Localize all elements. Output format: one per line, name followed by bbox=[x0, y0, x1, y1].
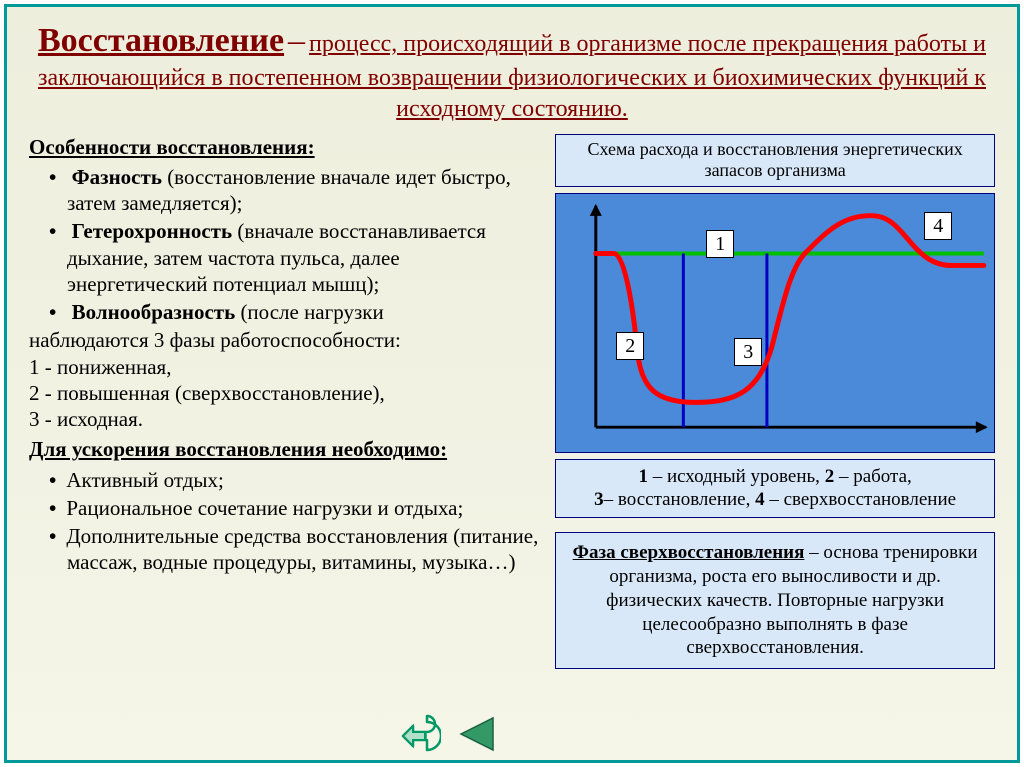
nav-buttons bbox=[397, 714, 499, 754]
energy-curve bbox=[596, 215, 984, 402]
accel-1: Активный отдых; bbox=[29, 467, 545, 493]
phase-2: 2 - повышенная (сверхвосстановление), bbox=[29, 380, 545, 406]
phase-1: 1 - пониженная, bbox=[29, 354, 545, 380]
right-column: Схема расхода и восстановления энергетич… bbox=[555, 134, 995, 670]
accel-3: Дополнительные средства восстановления (… bbox=[29, 523, 545, 576]
chart-label-3: 3 bbox=[734, 338, 762, 366]
left-column: Особенности восстановления: Фазность (во… bbox=[29, 134, 545, 670]
feature-3: Волнообразность (после нагрузки bbox=[29, 299, 545, 325]
slide-header: Восстановление – процесс, происходящий в… bbox=[29, 19, 995, 126]
chart-label-4: 4 bbox=[924, 212, 952, 240]
return-icon[interactable] bbox=[397, 714, 441, 754]
supercompensation-note: Фаза сверхвосстановления – основа тренир… bbox=[555, 532, 995, 669]
chart-title: Схема расхода и восстановления энергетич… bbox=[555, 134, 995, 187]
title-dash: – bbox=[288, 22, 305, 59]
chart-label-2: 2 bbox=[616, 332, 644, 360]
phase-3: 3 - исходная. bbox=[29, 406, 545, 432]
chart-label-1: 1 bbox=[706, 230, 734, 258]
arrow-up-icon bbox=[590, 204, 602, 216]
chart-legend: 1 – исходный уровень, 2 – работа,3– восс… bbox=[555, 459, 995, 519]
arrow-right-icon bbox=[976, 421, 988, 433]
feature-1: Фазность (восстановление вначале идет бы… bbox=[29, 164, 545, 217]
features-title: Особенности восстановления: bbox=[29, 134, 545, 160]
title-word: Восстановление bbox=[38, 22, 284, 59]
prev-slide-icon[interactable] bbox=[455, 714, 499, 754]
accel-2: Рациональное сочетание нагрузки и отдыха… bbox=[29, 495, 545, 521]
energy-chart: 1 2 3 4 bbox=[555, 193, 995, 453]
accel-title: Для ускорения восстановления необходимо: bbox=[29, 436, 545, 462]
feature-2: Гетерохронность (вначале восстанавливает… bbox=[29, 218, 545, 297]
phases-intro: наблюдаются 3 фазы работоспособности: bbox=[29, 327, 545, 353]
